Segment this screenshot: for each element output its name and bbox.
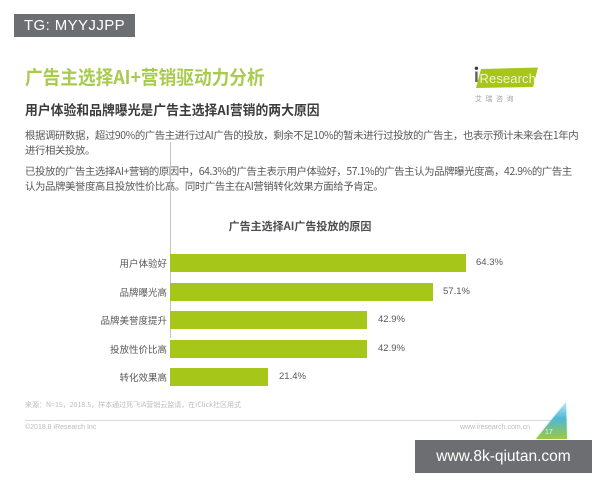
svg-text:17: 17 — [545, 429, 553, 436]
svg-text:Research: Research — [480, 71, 536, 86]
